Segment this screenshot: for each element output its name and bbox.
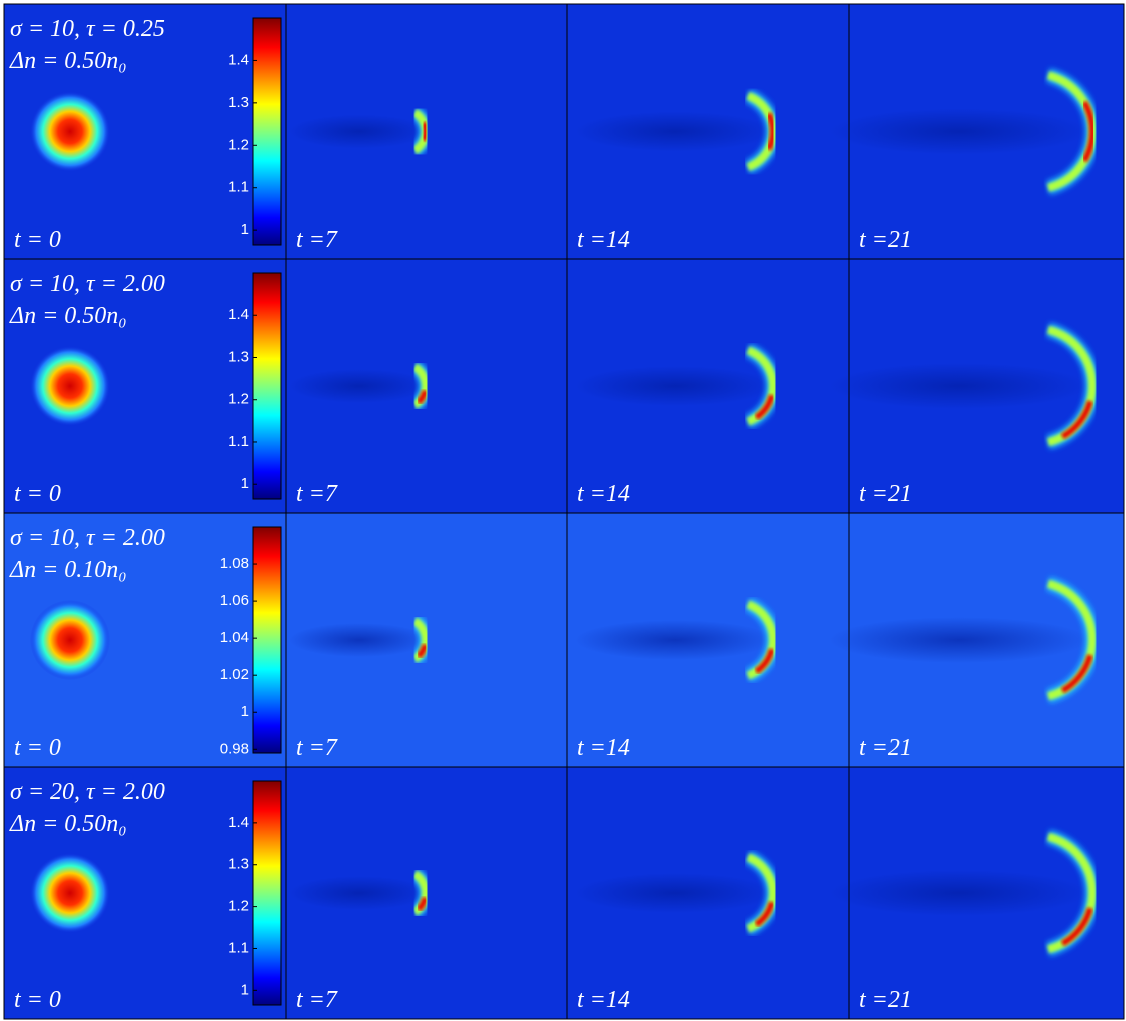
colorbar-tick-label: 1.02: [220, 666, 249, 683]
colorbar-tick-label: 1.4: [228, 51, 249, 68]
time-label: t =21: [859, 481, 912, 507]
wake: [575, 112, 775, 152]
time-label: t =21: [859, 227, 912, 253]
time-label: t = 0: [14, 481, 61, 507]
colorbar-tick-label: 1.1: [228, 939, 249, 956]
wake: [575, 366, 775, 406]
colorbar-tick-label: 1.3: [228, 94, 249, 111]
wake: [289, 623, 429, 657]
time-label: t =14: [577, 987, 630, 1013]
wake: [289, 369, 429, 403]
amplitude-label: Δn = 0.50n₀: [9, 303, 127, 329]
time-label: t =14: [577, 735, 630, 761]
wake: [289, 115, 429, 149]
time-label: t =21: [859, 987, 912, 1013]
crescent-core: [424, 123, 426, 141]
colorbar: [253, 18, 281, 245]
time-label: t = 0: [14, 227, 61, 253]
colorbar: [253, 273, 281, 499]
wake: [829, 870, 1089, 916]
panel: t =14: [567, 259, 849, 513]
amplitude-label: Δn = 0.50n₀: [9, 48, 127, 74]
wake: [829, 109, 1089, 155]
parameter-label: σ = 10, τ = 2.00: [10, 525, 165, 551]
density-blob: [30, 92, 110, 172]
colorbar-tick-label: 1.3: [228, 348, 249, 365]
amplitude-label: Δn = 0.10n₀: [9, 557, 127, 583]
time-label: t =14: [577, 481, 630, 507]
panel: t =21: [829, 767, 1124, 1019]
colorbar-tick-label: 1.2: [228, 391, 249, 408]
colorbar-tick-label: 1: [241, 981, 249, 998]
colorbar-tick-label: 1.2: [228, 898, 249, 915]
time-label: t = 0: [14, 987, 61, 1013]
time-label: t = 0: [14, 735, 61, 761]
colorbar-tick-label: 1.06: [220, 592, 249, 609]
colorbar-tick-label: 0.98: [220, 740, 249, 757]
panel: t =7: [286, 259, 567, 513]
density-blob: [30, 346, 110, 426]
colorbar-tick-label: 1.08: [220, 555, 249, 572]
parameter-label: σ = 10, τ = 0.25: [10, 16, 165, 42]
wake: [829, 617, 1089, 663]
density-blob: [30, 853, 110, 933]
colorbar: [253, 781, 281, 1005]
figure: t = 0 σ = 10, τ = 0.25 Δn = 0.50n₀ 1 1.1 1.2 1…: [0, 0, 1126, 1021]
colorbar-tick-label: 1: [241, 703, 249, 720]
colorbar-tick-label: 1: [241, 221, 249, 238]
wake: [829, 363, 1089, 409]
panel: t = 0 σ = 10, τ = 2.00 Δn = 0.10n₀ 0.98 1 1.0…: [4, 513, 286, 767]
colorbar-tick-label: 1.3: [228, 856, 249, 873]
panel: t =14: [567, 767, 849, 1019]
parameter-label: σ = 10, τ = 2.00: [10, 271, 165, 297]
colorbar-tick-label: 1.4: [228, 814, 249, 831]
panel: t = 0 σ = 10, τ = 0.25 Δn = 0.50n₀ 1 1.1 1.2 1…: [4, 4, 286, 259]
time-label: t =7: [296, 481, 338, 507]
panel: t =14: [567, 4, 849, 259]
colorbar-tick-label: 1.1: [228, 179, 249, 196]
time-label: t =14: [577, 227, 630, 253]
time-label: t =7: [296, 227, 338, 253]
panel: t = 0 σ = 20, τ = 2.00 Δn = 0.50n₀ 1 1.1 1.2 1…: [4, 767, 286, 1019]
parameter-label: σ = 20, τ = 2.00: [10, 779, 165, 805]
colorbar-tick-label: 1.04: [220, 629, 249, 646]
colorbar: [253, 527, 281, 753]
density-blob: [30, 600, 110, 680]
time-label: t =21: [859, 735, 912, 761]
wake: [575, 620, 775, 660]
panel: t =14: [567, 513, 849, 767]
colorbar-tick-label: 1: [241, 475, 249, 492]
colorbar-tick-label: 1.2: [228, 136, 249, 153]
time-label: t =7: [296, 735, 338, 761]
wake: [289, 876, 429, 910]
panel: t = 0 σ = 10, τ = 2.00 Δn = 0.50n₀ 1 1.1 1.2 1…: [4, 259, 286, 513]
panel: t =7: [286, 767, 567, 1019]
panel: t =21: [829, 4, 1124, 259]
colorbar-tick-label: 1.4: [228, 306, 249, 323]
panel: t =7: [286, 4, 567, 259]
wake: [575, 873, 775, 913]
amplitude-label: Δn = 0.50n₀: [9, 811, 127, 837]
colorbar-tick-label: 1.1: [228, 433, 249, 450]
panel: t =21: [829, 259, 1124, 513]
panel: t =7: [286, 513, 567, 767]
panel: t =21: [829, 513, 1124, 767]
time-label: t =7: [296, 987, 338, 1013]
